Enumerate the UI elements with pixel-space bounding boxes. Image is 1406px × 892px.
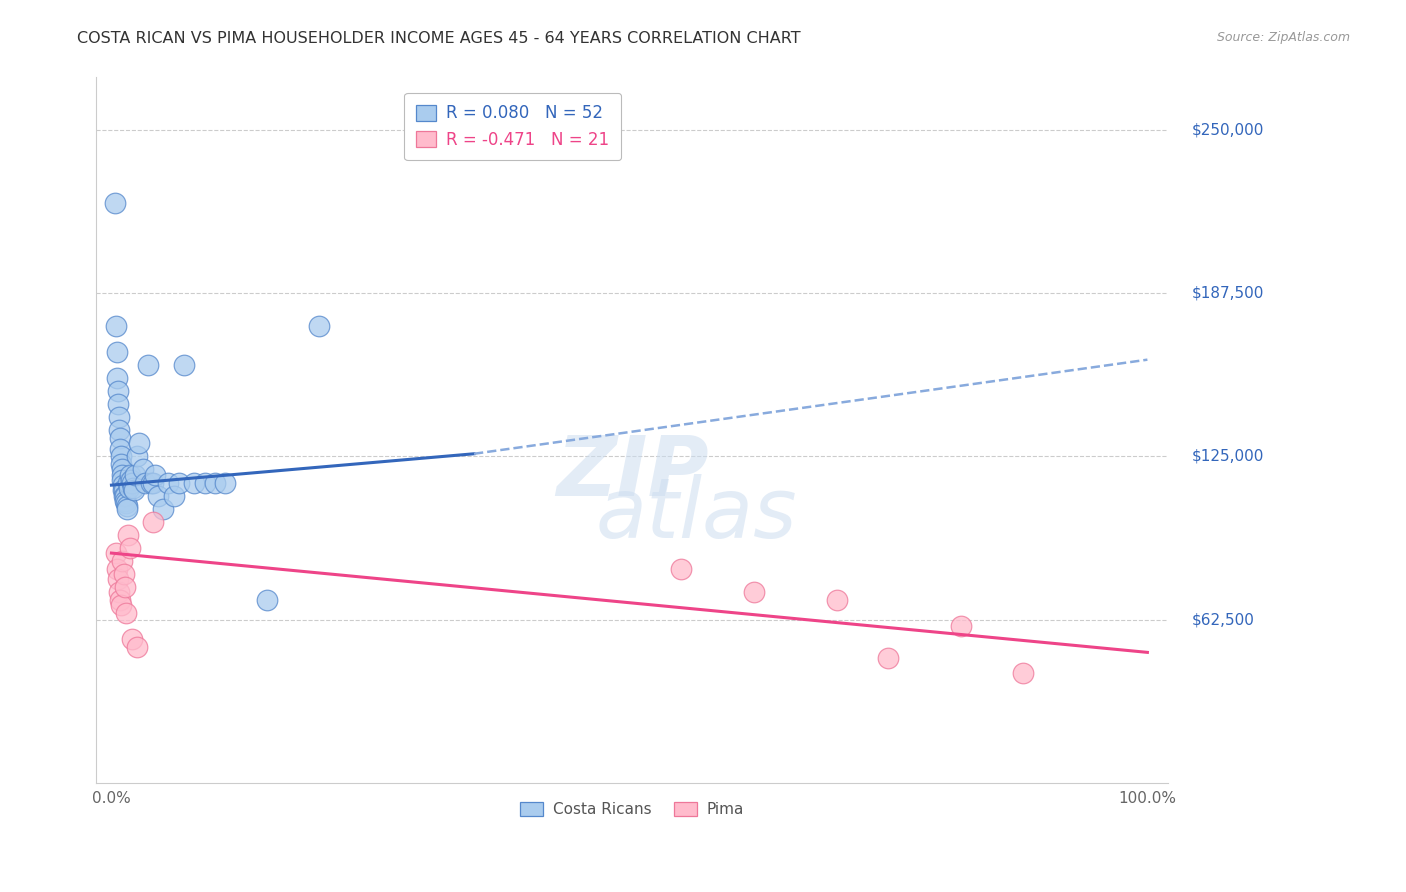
Point xyxy=(111,462,134,476)
Point xyxy=(104,318,127,333)
Point xyxy=(111,473,134,487)
Point xyxy=(742,585,765,599)
Point xyxy=(146,489,169,503)
Point xyxy=(105,562,128,576)
Point xyxy=(127,450,149,464)
Point xyxy=(120,541,142,555)
Point xyxy=(118,481,141,495)
Point xyxy=(128,436,150,450)
Point xyxy=(111,478,134,492)
Point xyxy=(121,475,143,490)
Point xyxy=(107,384,129,398)
Point xyxy=(110,450,132,464)
Point xyxy=(143,467,166,482)
Point xyxy=(112,566,135,581)
Point xyxy=(122,481,145,495)
Text: Source: ZipAtlas.com: Source: ZipAtlas.com xyxy=(1216,31,1350,45)
Point xyxy=(107,410,129,425)
Point xyxy=(115,496,138,510)
Point xyxy=(877,650,900,665)
Point xyxy=(112,483,135,498)
Text: atlas: atlas xyxy=(596,475,797,556)
Point xyxy=(122,483,145,498)
Point xyxy=(183,475,205,490)
Point xyxy=(114,489,136,503)
Point xyxy=(115,501,138,516)
Point xyxy=(114,580,136,594)
Point xyxy=(108,593,131,607)
Text: $250,000: $250,000 xyxy=(1192,122,1264,137)
Point xyxy=(949,619,972,633)
Point xyxy=(117,528,139,542)
Point xyxy=(104,546,127,560)
Point xyxy=(825,593,848,607)
Point xyxy=(107,423,129,437)
Point xyxy=(1012,666,1035,681)
Point xyxy=(134,475,156,490)
Point xyxy=(115,606,138,620)
Point xyxy=(127,640,149,655)
Text: COSTA RICAN VS PIMA HOUSEHOLDER INCOME AGES 45 - 64 YEARS CORRELATION CHART: COSTA RICAN VS PIMA HOUSEHOLDER INCOME A… xyxy=(77,31,801,46)
Point xyxy=(671,562,693,576)
Point xyxy=(152,501,174,516)
Point xyxy=(204,475,226,490)
Point xyxy=(120,473,142,487)
Point xyxy=(105,344,128,359)
Point xyxy=(107,397,129,411)
Point xyxy=(111,483,134,498)
Point xyxy=(167,475,190,490)
Text: $187,500: $187,500 xyxy=(1192,285,1264,301)
Point xyxy=(256,593,278,607)
Point xyxy=(142,515,165,529)
Point xyxy=(108,431,131,445)
Point xyxy=(162,489,184,503)
Point xyxy=(114,493,136,508)
Point xyxy=(110,457,132,471)
Point xyxy=(142,475,165,490)
Point xyxy=(120,467,142,482)
Point xyxy=(107,585,129,599)
Point xyxy=(136,358,159,372)
Point xyxy=(194,475,217,490)
Text: $125,000: $125,000 xyxy=(1192,449,1264,464)
Point xyxy=(108,442,131,456)
Point xyxy=(139,475,162,490)
Point xyxy=(117,475,139,490)
Point xyxy=(112,489,135,503)
Point xyxy=(111,554,134,568)
Text: $62,500: $62,500 xyxy=(1192,612,1254,627)
Point xyxy=(105,371,128,385)
Point xyxy=(103,195,125,210)
Point xyxy=(121,632,143,647)
Point xyxy=(308,318,330,333)
Point xyxy=(214,475,236,490)
Point xyxy=(157,475,180,490)
Point xyxy=(131,462,153,476)
Point xyxy=(115,499,138,513)
Point xyxy=(110,599,132,613)
Point xyxy=(111,467,134,482)
Point xyxy=(124,467,146,482)
Point xyxy=(173,358,195,372)
Point xyxy=(107,572,129,586)
Text: ZIP: ZIP xyxy=(555,432,709,513)
Legend: Costa Ricans, Pima: Costa Ricans, Pima xyxy=(513,794,751,825)
